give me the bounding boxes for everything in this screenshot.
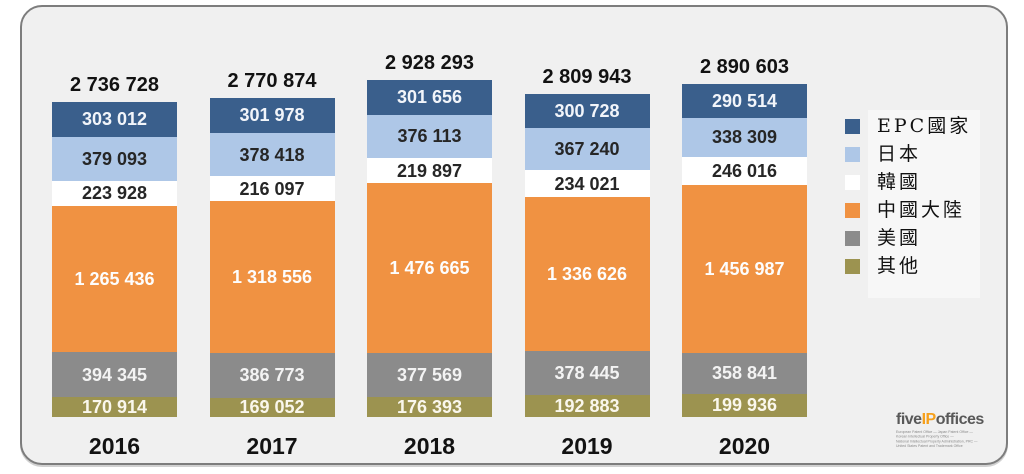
logo-wordmark: fiveIPoffices	[896, 412, 1006, 428]
bar-total-label-2017: 2 770 874	[227, 70, 317, 93]
bar-segment-china-2017: 1 318 556	[209, 201, 335, 354]
x-axis-label-2019: 2019	[561, 433, 613, 459]
legend-item-china: 中國大陸	[845, 199, 971, 221]
bar-segment-usa-2020: 358 841	[682, 352, 807, 394]
legend-label: 其他	[877, 255, 922, 277]
bar-segment-other-2019: 192 883	[524, 394, 650, 417]
legend-swatch-icon	[845, 203, 860, 218]
bar-segment-epc-2019: 300 728	[524, 93, 650, 129]
legend-label: EPC國家	[877, 115, 972, 137]
x-axis-label-2017: 2017	[246, 433, 298, 459]
legend-label: 韓國	[877, 171, 922, 193]
bar-segment-korea-2020: 246 016	[682, 156, 807, 186]
bar-segment-other-2016: 170 914	[52, 397, 177, 417]
fiveipoffices-logo: fiveIPoffices European Patent Office — J…	[896, 412, 1006, 468]
legend-swatch-icon	[845, 259, 860, 274]
legend-swatch-icon	[845, 175, 860, 190]
bar-segment-epc-2018: 301 656	[367, 80, 492, 115]
bar-segment-china-2016: 1 265 436	[52, 206, 177, 352]
bar-segment-korea-2019: 234 021	[524, 170, 650, 198]
legend-label: 中國大陸	[877, 199, 966, 221]
legend-label: 美國	[877, 227, 922, 249]
bar-segment-japan-2016: 379 093	[52, 136, 177, 181]
x-axis-label-2020: 2020	[718, 433, 771, 459]
logo-subline: National Intellectual Property Administr…	[896, 440, 978, 444]
legend-swatch-icon	[845, 231, 860, 246]
bar-segment-korea-2016: 223 928	[52, 180, 177, 207]
bar-total-label-2018: 2 928 293	[385, 52, 474, 74]
logo-word-ip: IP	[921, 411, 937, 429]
legend-background	[868, 110, 980, 298]
legend-item-japan: 日本	[845, 143, 971, 165]
bar-segment-epc-2016: 303 012	[52, 102, 177, 137]
x-axis-label-2016: 2016	[88, 433, 141, 459]
logo-word-offices: offices	[935, 411, 985, 429]
bar-total-label-2016: 2 736 728	[70, 74, 159, 97]
logo-subline: European Patent Office — Japan Patent Of…	[896, 430, 973, 435]
bar-segment-usa-2017: 386 773	[209, 353, 335, 398]
bar-segment-japan-2019: 367 240	[524, 128, 650, 171]
legend-swatch-icon	[845, 147, 860, 162]
bar-segment-japan-2020: 338 309	[682, 117, 807, 157]
bar-segment-epc-2020: 290 514	[682, 84, 807, 118]
bar-segment-other-2018: 176 393	[367, 396, 492, 417]
legend-swatch-icon	[845, 119, 860, 134]
logo-subline: Korean Intellectual Property Office —	[896, 435, 954, 439]
legend-label: 日本	[877, 143, 922, 165]
logo-subline: United States Patent and Trademark Offic…	[896, 444, 963, 449]
x-axis-label-2018: 2018	[403, 433, 456, 459]
bar-segment-other-2020: 199 936	[682, 393, 807, 417]
legend-item-epc: EPC國家	[845, 115, 972, 137]
chart-card-background	[20, 5, 1008, 465]
bar-segment-korea-2017: 216 097	[209, 176, 335, 202]
bar-segment-china-2018: 1 476 665	[367, 183, 492, 354]
legend-item-korea: 韓國	[845, 171, 971, 193]
bar-segment-china-2019: 1 336 626	[524, 197, 650, 352]
bar-segment-usa-2016: 394 345	[52, 351, 177, 398]
bar-segment-epc-2017: 301 978	[209, 98, 335, 133]
bar-segment-usa-2019: 378 445	[524, 351, 650, 395]
bar-total-label-2019: 2 809 943	[542, 65, 632, 88]
bar-segment-china-2020: 1 456 987	[682, 185, 807, 353]
bar-total-label-2020: 2 890 603	[700, 56, 789, 79]
chart-legend: EPC國家 日本 韓國 中國大陸 美國 其他	[845, 115, 972, 277]
bar-segment-japan-2018: 376 113	[367, 114, 492, 158]
bar-segment-korea-2018: 219 897	[367, 158, 492, 184]
bar-segment-usa-2018: 377 569	[367, 353, 492, 397]
bar-segment-other-2017: 169 052	[209, 397, 335, 417]
legend-item-other: 其他	[845, 255, 971, 277]
logo-word-five: five	[896, 411, 922, 429]
legend-item-usa: 美國	[845, 227, 971, 249]
bar-segment-japan-2017: 378 418	[209, 132, 335, 177]
logo-sublines: European Patent Office — Japan Patent Of…	[896, 430, 1006, 449]
